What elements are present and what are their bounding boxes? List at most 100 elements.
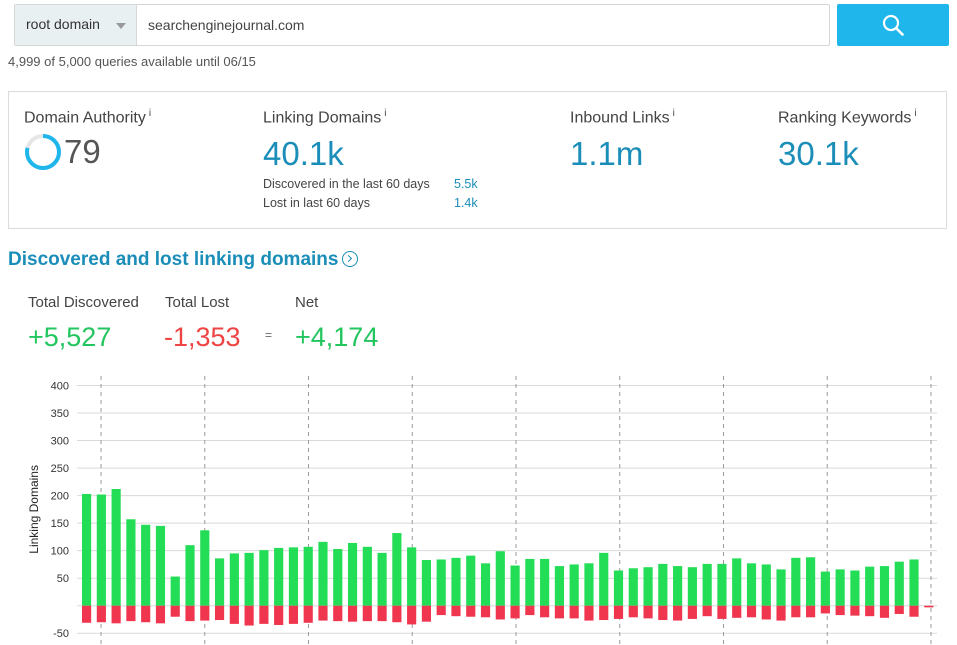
gained-bar — [288, 547, 299, 606]
net-value: +4,174 — [295, 322, 379, 352]
gained-bar — [613, 570, 624, 606]
lost-bar — [628, 605, 638, 618]
lost-bar — [702, 605, 712, 617]
search-button[interactable] — [837, 4, 949, 46]
gained-bar — [540, 558, 550, 606]
gained-bar — [126, 519, 136, 606]
gained-bar — [362, 546, 372, 606]
search-bar: root domain — [14, 4, 830, 46]
lost-bar — [200, 605, 210, 621]
info-icon[interactable]: i — [384, 108, 387, 119]
gained-bar — [318, 541, 328, 606]
lost-bar — [347, 605, 358, 622]
gained-bar — [347, 542, 358, 606]
gained-bar — [850, 570, 860, 606]
metrics-card: Domain Authority i 79 Linking Domains i 40… — [8, 91, 947, 229]
gained-bar — [436, 559, 446, 606]
gained-bar — [303, 546, 313, 606]
section-title[interactable]: Discovered and lost linking domains — [8, 249, 359, 271]
lost-bar — [155, 605, 166, 624]
gained-bar — [599, 552, 609, 606]
lost-bar — [451, 605, 461, 617]
lost-bar — [362, 605, 372, 622]
gained-bar — [244, 552, 254, 606]
lost-bar — [525, 605, 535, 616]
y-axis-label: Linking Domains — [27, 465, 41, 554]
lost-label: Lost in last 60 days — [263, 196, 371, 211]
domain-authority-ring — [25, 134, 61, 171]
linking-domains-label: Linking Domains — [263, 109, 382, 127]
gained-bar — [185, 545, 195, 606]
info-icon[interactable]: i — [672, 108, 675, 119]
lost-value[interactable]: 1.4k — [454, 196, 478, 211]
gained-bar — [820, 571, 830, 606]
lost-bar — [214, 605, 225, 621]
lost-bar — [244, 605, 254, 626]
lost-bar — [288, 605, 299, 624]
scope-select-label: root domain — [26, 16, 100, 32]
lost-bar — [865, 605, 875, 617]
gained-bar — [392, 533, 402, 606]
lost-bar — [229, 605, 239, 624]
gained-bar — [569, 564, 579, 606]
gained-bar — [865, 566, 875, 606]
lost-bar — [909, 605, 919, 617]
scope-select[interactable]: root domain — [15, 5, 137, 45]
gained-bar — [333, 549, 343, 606]
gained-bar — [421, 560, 432, 606]
gained-bar — [643, 567, 653, 606]
gained-bar — [510, 565, 520, 606]
gained-bar — [746, 563, 757, 606]
lost-bar — [318, 605, 328, 621]
lost-bar — [407, 605, 417, 625]
gained-bar — [554, 566, 564, 606]
y-tick-label: 300 — [51, 436, 69, 448]
y-tick-label: 100 — [51, 546, 69, 558]
inbound-links-label: Inbound Links — [570, 109, 670, 127]
lost-bar — [658, 605, 668, 621]
gained-bar — [141, 524, 151, 606]
lost-bar — [185, 605, 195, 622]
lost-bar — [392, 605, 402, 623]
gained-bar — [170, 576, 180, 606]
gained-bar — [259, 550, 269, 606]
gained-bar — [894, 561, 904, 606]
gained-bar — [96, 494, 106, 606]
info-icon[interactable]: i — [148, 108, 152, 119]
y-tick-label: 200 — [51, 491, 69, 503]
ranking-keywords-value: 30.1k — [778, 135, 859, 173]
gained-bar — [155, 525, 166, 606]
gained-bar — [407, 547, 417, 606]
discovered-value[interactable]: 5.5k — [454, 177, 478, 192]
lost-bar — [776, 605, 786, 621]
lost-bar — [924, 605, 934, 608]
total-lost-label: Total Lost — [165, 294, 230, 311]
gained-bar — [200, 530, 210, 606]
chevron-down-icon — [116, 23, 126, 29]
y-tick-label: 150 — [51, 518, 69, 530]
gained-bar — [82, 493, 92, 606]
inbound-links-value: 1.1m — [570, 135, 644, 173]
lost-bar — [82, 605, 92, 623]
gained-bar — [835, 569, 845, 606]
lost-bar — [806, 605, 816, 618]
gained-bar — [879, 566, 890, 606]
domain-authority-label: Domain Authority — [24, 109, 146, 127]
gained-bar — [214, 558, 225, 606]
lost-bar — [732, 605, 742, 618]
gained-bar — [274, 547, 284, 606]
chevron-right-circle-icon[interactable] — [342, 250, 359, 267]
domain-search-input[interactable] — [148, 5, 808, 45]
gained-bar — [776, 569, 786, 606]
lost-bar — [673, 605, 683, 621]
lost-bar — [480, 605, 491, 618]
lost-bar — [569, 605, 579, 619]
gained-bar — [584, 563, 594, 606]
gained-bar — [702, 563, 712, 606]
y-tick-label: 50 — [57, 573, 69, 585]
lost-bar — [820, 605, 830, 614]
lost-bar — [613, 605, 624, 619]
info-icon[interactable]: i — [914, 108, 917, 119]
gained-bar — [628, 568, 638, 606]
gained-bar — [673, 566, 683, 606]
